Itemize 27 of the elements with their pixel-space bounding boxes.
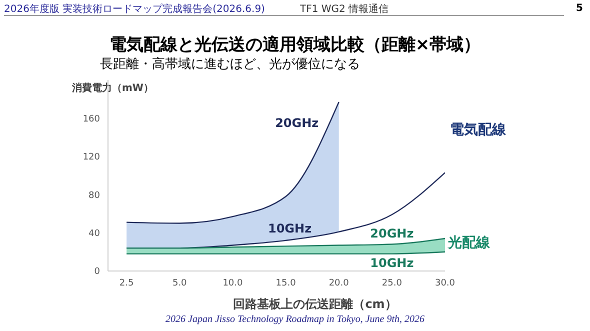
text: 5 bbox=[576, 3, 583, 14]
y-tick-label: 160 bbox=[82, 114, 100, 124]
series-label: 20GHz bbox=[275, 116, 319, 130]
line-series bbox=[126, 238, 445, 249]
text: 光配線 bbox=[447, 234, 491, 251]
chart-title: 電気配線と光伝送の適用領域比較（距離×帯域） bbox=[108, 34, 482, 56]
x-axis-title: 回路基板上の伝送距離（cm） bbox=[232, 296, 398, 313]
text: 2026 Japan Jisso Technology Roadmap in Tokyo, June 9th, 2026 bbox=[164, 314, 426, 325]
y-tick-label: 80 bbox=[88, 190, 100, 201]
x-tick-label: 2.5 bbox=[119, 278, 134, 288]
x-tick-label: 20.0 bbox=[328, 278, 350, 288]
y-tick-label: 40 bbox=[88, 228, 100, 239]
x-tick-label: 5.0 bbox=[172, 278, 188, 288]
x-tick-label: 15.0 bbox=[276, 278, 296, 288]
series-label: 20GHz bbox=[370, 226, 414, 241]
y-tick-label: 0 bbox=[94, 267, 100, 278]
series-label: 10GHz bbox=[268, 222, 312, 236]
series-label: 10GHz bbox=[370, 256, 414, 270]
y-tick-label: 120 bbox=[82, 152, 100, 163]
chart-subtitle: 長距離・高帯域に進むほど、光が優位になる bbox=[100, 56, 360, 73]
line-series bbox=[126, 101, 340, 224]
x-tick-label: 10.0 bbox=[222, 278, 244, 288]
text: 電気配線 bbox=[450, 122, 507, 138]
x-tick-label: 25.0 bbox=[382, 278, 402, 288]
text: TF1 WG2 情報通信 bbox=[300, 2, 389, 16]
x-tick-label: 30.0 bbox=[434, 278, 456, 288]
text: 2026年度版 実装技術ロードマップ完成報告会(2026.6.9) bbox=[4, 2, 265, 16]
